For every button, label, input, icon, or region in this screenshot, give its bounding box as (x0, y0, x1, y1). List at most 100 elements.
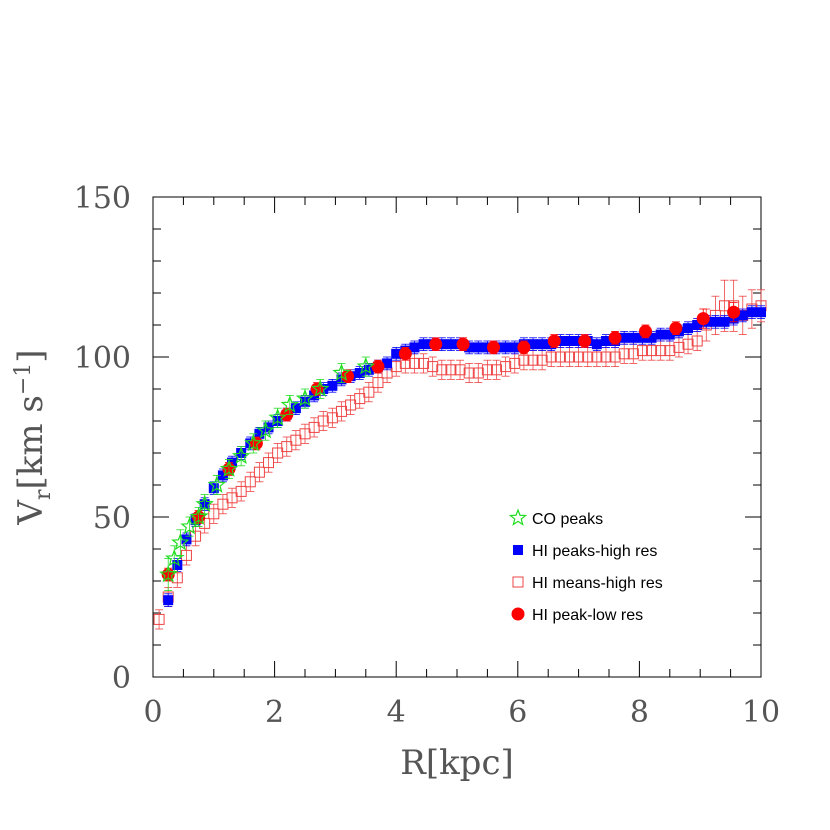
data-point (408, 357, 420, 369)
data-point (500, 361, 512, 373)
data-point (664, 329, 675, 340)
data-point (591, 351, 603, 363)
data-point (231, 446, 251, 465)
data-point (636, 345, 648, 357)
data-point (737, 310, 748, 321)
data-point (509, 342, 520, 353)
data-point (537, 339, 548, 350)
data-point (710, 316, 721, 327)
x-tick-label: 0 (143, 695, 162, 730)
data-point (628, 332, 639, 343)
data-point (235, 485, 247, 497)
legend-marker (512, 576, 524, 588)
data-point (180, 516, 199, 535)
data-point (290, 434, 302, 446)
data-point (473, 342, 484, 353)
data-point (327, 380, 338, 391)
data-point (600, 336, 611, 346)
data-point (181, 534, 192, 545)
data-point (341, 369, 355, 383)
data-point (547, 334, 561, 348)
data-point (756, 307, 766, 318)
data-point (445, 364, 457, 376)
data-point (627, 348, 639, 360)
data-point (272, 447, 284, 459)
data-point (682, 338, 694, 350)
data-point (158, 564, 178, 583)
data-point (456, 337, 470, 351)
data-point (683, 323, 694, 334)
data-point (619, 332, 630, 343)
data-point (545, 351, 557, 363)
data-point (564, 336, 575, 346)
data-point (463, 367, 475, 379)
data-point (372, 377, 384, 389)
data-point (363, 386, 375, 398)
data-point (582, 351, 594, 363)
legend-marker (513, 545, 523, 555)
legend-label: HI peak-low res (532, 607, 643, 624)
data-point (317, 415, 329, 427)
x-tick-label: 2 (265, 695, 284, 730)
data-point (486, 340, 500, 354)
data-point (326, 412, 338, 424)
data-point (578, 334, 592, 348)
x-axis-title: R[kpc] (400, 743, 514, 783)
data-point (226, 492, 238, 504)
legend-label: HI peaks-high res (532, 543, 657, 560)
data-point (153, 613, 165, 625)
legend-label: CO peaks (532, 511, 603, 528)
y-tick-label: 100 (74, 341, 131, 376)
data-point (454, 364, 466, 376)
data-point (638, 324, 652, 338)
data-point (281, 441, 293, 453)
data-point (418, 339, 429, 350)
series-co-peaks (158, 356, 376, 591)
axis-ticks (152, 196, 762, 678)
data-point (646, 332, 657, 343)
data-point (217, 470, 228, 481)
data-point (208, 508, 220, 520)
data-point (573, 351, 585, 363)
legend: CO peaks HI peaks-high res HI means-high r… (508, 508, 663, 624)
data-point (208, 483, 219, 494)
data-point (244, 476, 256, 488)
data-point (268, 408, 287, 426)
data-point (563, 351, 575, 363)
data-point (472, 367, 484, 379)
data-point (427, 361, 439, 373)
data-point (308, 421, 320, 433)
data-point (189, 507, 208, 525)
data-point (655, 329, 666, 340)
data-point (719, 316, 730, 327)
data-point (345, 399, 357, 411)
data-point (295, 388, 315, 407)
data-point (481, 364, 493, 376)
data-point (527, 354, 539, 366)
y-axis-title-main: V (11, 499, 51, 526)
data-point (217, 498, 229, 510)
data-point (356, 356, 376, 375)
data-point (500, 342, 511, 353)
data-point (528, 339, 538, 350)
y-axis-title: Vr[km s−1] (11, 349, 56, 525)
data-point (382, 358, 393, 369)
data-point (436, 364, 448, 376)
data-point (171, 532, 190, 551)
data-point (354, 368, 365, 378)
y-tick-label: 50 (93, 501, 131, 536)
x-tick-label: 8 (630, 695, 649, 730)
data-point (600, 351, 612, 363)
data-point (332, 363, 351, 381)
x-tick-label: 10 (742, 695, 780, 730)
data-point (391, 348, 402, 359)
data-point (398, 347, 412, 361)
data-point (310, 379, 330, 397)
data-point (263, 457, 275, 469)
data-point (696, 312, 710, 326)
data-point (445, 339, 456, 350)
data-point (517, 340, 531, 354)
data-point (163, 595, 174, 606)
y-axis-title-sub: r (31, 489, 56, 500)
